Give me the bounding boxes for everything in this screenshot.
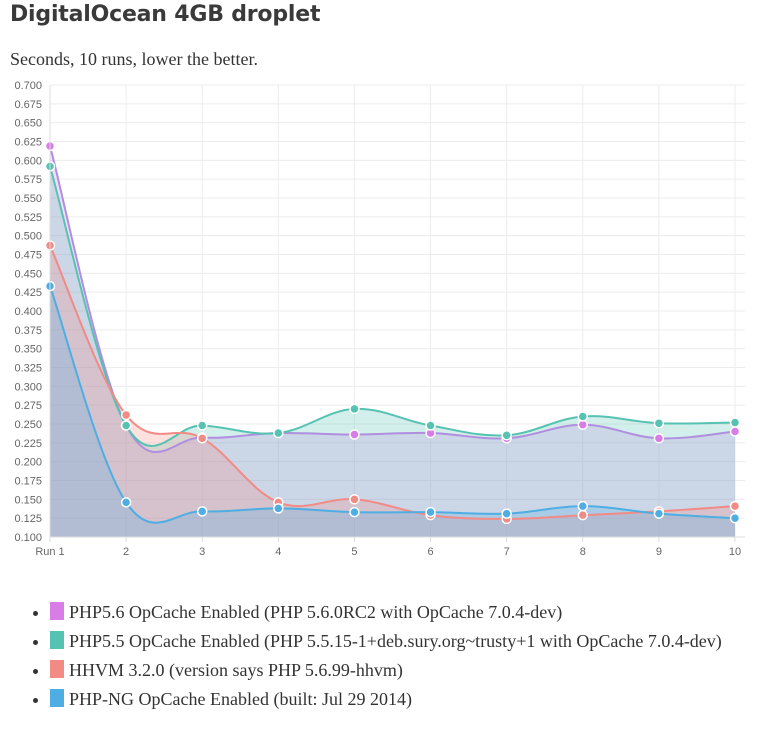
- data-point[interactable]: [501, 508, 512, 519]
- chart-areas: [50, 146, 735, 537]
- y-tick-label: 0.150: [14, 494, 42, 506]
- y-tick-label: 0.100: [14, 532, 42, 544]
- legend-item[interactable]: PHP-NG OpCache Enabled (built: Jul 29 20…: [50, 685, 750, 714]
- legend-label: PHP-NG OpCache Enabled (built: Jul 29 20…: [69, 689, 412, 709]
- data-point[interactable]: [349, 429, 360, 440]
- y-tick-label: 0.275: [14, 400, 42, 412]
- y-tick-label: 0.475: [14, 250, 42, 262]
- x-tick-label: 6: [427, 546, 433, 558]
- data-point[interactable]: [349, 494, 360, 505]
- data-point[interactable]: [120, 497, 132, 508]
- y-tick-label: 0.575: [14, 174, 42, 186]
- data-point[interactable]: [577, 411, 589, 422]
- data-point[interactable]: [653, 417, 665, 429]
- y-tick-label: 0.425: [14, 287, 42, 299]
- data-point[interactable]: [196, 420, 208, 431]
- y-tick-label: 0.325: [14, 363, 42, 375]
- legend-swatch: [50, 631, 64, 649]
- y-tick-label: 0.650: [14, 118, 42, 130]
- data-point[interactable]: [501, 430, 512, 441]
- x-tick-label: 3: [199, 546, 205, 558]
- y-tick-label: 0.675: [14, 99, 42, 111]
- legend-item[interactable]: PHP5.5 OpCache Enabled (PHP 5.5.15-1+deb…: [50, 627, 750, 656]
- x-tick-label: 4: [275, 546, 281, 558]
- series-area-1: [50, 146, 735, 537]
- data-point[interactable]: [653, 508, 665, 519]
- data-point[interactable]: [729, 426, 741, 437]
- data-point[interactable]: [273, 503, 284, 514]
- y-tick-label: 0.250: [14, 419, 42, 431]
- y-tick-label: 0.375: [14, 325, 42, 337]
- data-point[interactable]: [653, 433, 665, 444]
- data-point[interactable]: [425, 506, 436, 518]
- page-title: DigitalOcean 4GB droplet: [10, 2, 321, 27]
- x-tick-label: 8: [580, 546, 586, 558]
- data-point[interactable]: [349, 403, 360, 415]
- y-tick-label: 0.125: [14, 513, 42, 525]
- chart-legend: PHP5.6 OpCache Enabled (PHP 5.6.0RC2 wit…: [30, 598, 750, 714]
- legend-swatch: [50, 602, 64, 620]
- y-tick-label: 0.525: [14, 212, 42, 224]
- y-tick-label: 0.600: [14, 155, 42, 167]
- data-point[interactable]: [577, 509, 589, 521]
- y-tick-label: 0.225: [14, 438, 42, 450]
- series-line-2: [49, 166, 736, 447]
- y-tick-label: 0.625: [14, 137, 42, 149]
- legend-label: HHVM 3.2.0 (version says PHP 5.6.99-hhvm…: [69, 660, 403, 680]
- y-axis: 0.700 0.675 0.650 0.625 0.600 0.575 0.550 0.525…: [14, 80, 51, 544]
- x-tick-label: 2: [123, 546, 129, 558]
- data-point[interactable]: [729, 512, 741, 524]
- data-point[interactable]: [729, 500, 741, 512]
- x-tick-label: Run 1: [35, 546, 64, 558]
- area-chart: 0.700 0.675 0.650 0.625 0.600 0.575 0.550 0.525…: [14, 80, 745, 558]
- data-point[interactable]: [425, 420, 436, 431]
- y-tick-label: 0.400: [14, 306, 42, 318]
- data-point[interactable]: [273, 427, 284, 439]
- x-tick-label: 9: [656, 546, 662, 558]
- x-tick-label: 10: [729, 546, 741, 558]
- chart-subtitle: Seconds, 10 runs, lower the better.: [10, 49, 258, 69]
- x-axis: Run 1 2 3 4 5 6 7 8 9 10: [35, 536, 745, 558]
- chart-points: [44, 140, 741, 525]
- data-point[interactable]: [196, 433, 208, 444]
- data-point[interactable]: [577, 500, 589, 512]
- data-point[interactable]: [729, 417, 741, 428]
- y-tick-label: 0.300: [14, 381, 42, 393]
- series-line-1: [49, 145, 736, 453]
- y-tick-label: 0.550: [14, 193, 42, 205]
- y-tick-label: 0.350: [14, 344, 42, 356]
- y-tick-label: 0.175: [14, 476, 42, 488]
- legend-label: PHP5.5 OpCache Enabled (PHP 5.5.15-1+deb…: [69, 631, 722, 651]
- legend-swatch: [50, 689, 64, 707]
- data-point[interactable]: [349, 506, 360, 518]
- data-point[interactable]: [196, 506, 208, 517]
- series-area-4: [50, 286, 735, 537]
- legend-label: PHP5.6 OpCache Enabled (PHP 5.6.0RC2 wit…: [69, 602, 563, 622]
- legend-swatch: [50, 660, 64, 678]
- x-tick-label: 7: [504, 546, 510, 558]
- x-tick-label: 5: [351, 546, 357, 558]
- y-tick-label: 0.450: [14, 268, 42, 280]
- data-point[interactable]: [120, 420, 132, 431]
- legend-item[interactable]: PHP5.6 OpCache Enabled (PHP 5.6.0RC2 wit…: [50, 598, 750, 627]
- y-tick-label: 0.500: [14, 231, 42, 243]
- data-point[interactable]: [120, 409, 132, 421]
- y-tick-label: 0.700: [14, 80, 42, 92]
- y-tick-label: 0.200: [14, 457, 42, 469]
- series-area-3: [50, 245, 735, 537]
- series-area-2: [50, 166, 735, 537]
- legend-item[interactable]: HHVM 3.2.0 (version says PHP 5.6.99-hhvm…: [50, 656, 750, 685]
